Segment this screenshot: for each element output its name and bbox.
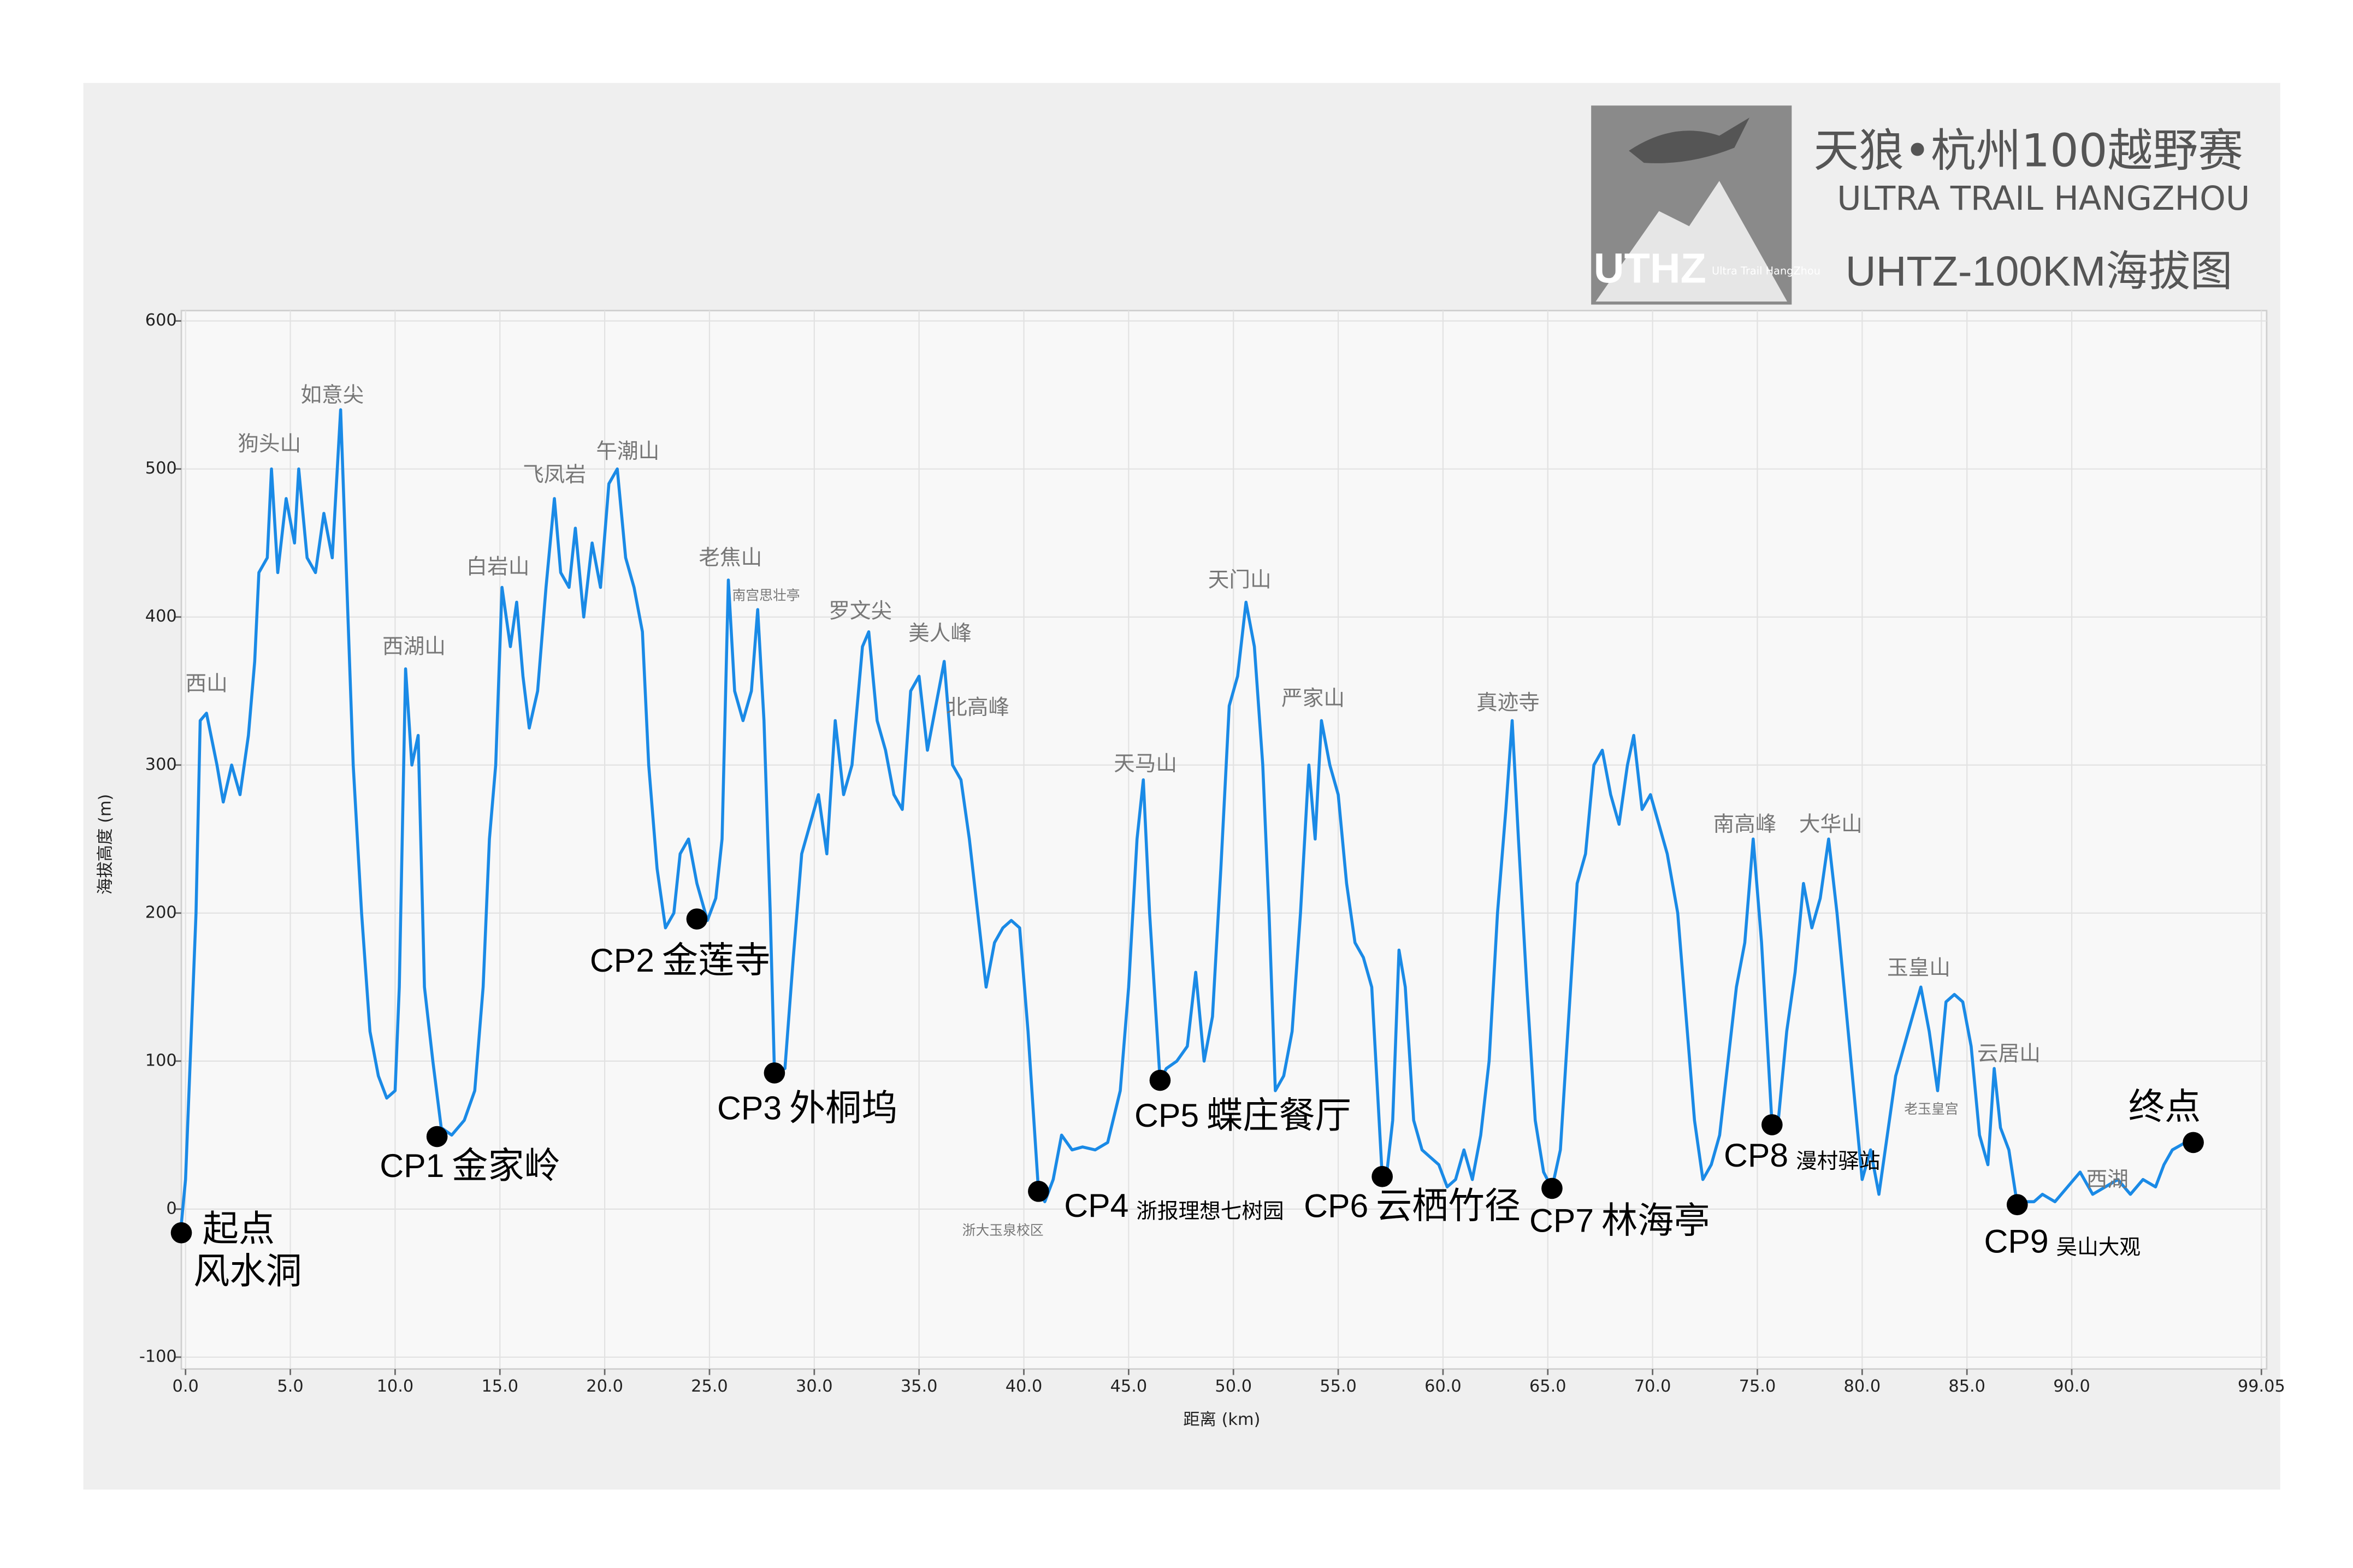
checkpoint-dot (1371, 1165, 1393, 1187)
peak-label: 狗头山 (238, 431, 301, 456)
checkpoint-dot (1541, 1178, 1563, 1199)
peak-label: 大华山 (1799, 812, 1863, 837)
checkpoint-code: CP5 (1134, 1097, 1199, 1134)
checkpoint-dot (686, 908, 708, 930)
peak-label: 浙大玉泉校区 (962, 1222, 1044, 1238)
peak-label: 严家山 (1281, 687, 1345, 711)
x-tick-label: 0.0 (173, 1377, 199, 1396)
peak-label: 南高峰 (1713, 812, 1777, 837)
y-tick-label: 300 (145, 755, 177, 774)
checkpoint-place: 风水洞 (193, 1250, 302, 1292)
y-axis-label: 海拔高度 (m) (96, 794, 115, 895)
y-tick-label: 0 (166, 1199, 176, 1218)
peak-label: 云居山 (1977, 1042, 2041, 1066)
title: 天狼•杭州100越野赛 (1813, 125, 2243, 177)
checkpoint-place: 漫村驿站 (1796, 1149, 1881, 1174)
checkpoint-code: CP9 (1984, 1223, 2049, 1260)
x-tick-label: 35.0 (901, 1377, 938, 1396)
x-tick-label: 80.0 (1844, 1377, 1881, 1396)
x-tick-label: 50.0 (1215, 1377, 1252, 1396)
logo-tagline: Ultra Trail HangZhou (1712, 264, 1820, 277)
x-tick-label: 45.0 (1110, 1377, 1148, 1396)
checkpoint-code: 起点 (203, 1208, 275, 1250)
x-tick-label: 10.0 (377, 1377, 414, 1396)
peak-label: 罗文尖 (829, 599, 892, 624)
peak-label: 西山 (185, 671, 227, 696)
y-tick-label: 500 (145, 459, 177, 478)
checkpoint-place: 金家岭 (452, 1145, 560, 1187)
peak-label: 南宫思壮亭 (732, 587, 800, 603)
peak-label: 西湖山 (382, 635, 446, 659)
logo-wolf (1629, 117, 1750, 163)
peak-label: 真迹寺 (1476, 691, 1540, 715)
checkpoint-place: 云栖竹径 (1376, 1185, 1521, 1227)
checkpoint-code: CP7 (1529, 1202, 1594, 1239)
chart-title: UHTZ-100KM海拔图 (1846, 248, 2232, 295)
x-tick-label: 90.0 (2053, 1377, 2090, 1396)
logo-mountain (1595, 181, 1788, 302)
checkpoint-code: CP3 (717, 1090, 782, 1127)
checkpoint-code: CP8 (1724, 1137, 1788, 1174)
x-tick-label: 5.0 (277, 1377, 303, 1396)
checkpoint-dot (1028, 1181, 1049, 1202)
peak-label: 天门山 (1208, 568, 1272, 593)
checkpoint-dot (2183, 1132, 2204, 1153)
elevation-line (180, 408, 2194, 1224)
x-tick-label: 70.0 (1634, 1377, 1671, 1396)
peak-label: 午潮山 (596, 439, 659, 464)
peak-label: 天马山 (1114, 752, 1177, 776)
peak-label: 玉皇山 (1887, 956, 1950, 980)
checkpoint-code: CP2 (590, 942, 654, 979)
y-tick-label: 400 (145, 607, 177, 626)
logo: UTHZ Ultra Trail HangZhou (1591, 105, 1820, 305)
checkpoint-code: CP4 (1064, 1187, 1128, 1224)
checkpoint-place: 金莲寺 (662, 939, 771, 981)
checkpoint-place: 外桐坞 (789, 1087, 898, 1129)
checkpoint-code: 终点 (2129, 1086, 2201, 1128)
x-tick-label: 75.0 (1739, 1377, 1776, 1396)
x-tick-label: 40.0 (1006, 1377, 1043, 1396)
x-tick-label: 20.0 (586, 1377, 623, 1396)
x-tick-label: 60.0 (1424, 1377, 1462, 1396)
peak-label: 老玉皇宫 (1904, 1101, 1958, 1117)
checkpoint-dot (170, 1222, 192, 1244)
checkpoint-dot (426, 1126, 448, 1147)
x-tick-label: 65.0 (1529, 1377, 1566, 1396)
x-tick-label: 30.0 (796, 1377, 833, 1396)
logo-text: UTHZ (1594, 245, 1706, 292)
checkpoint-dot (764, 1062, 785, 1084)
checkpoint-code: CP6 (1304, 1187, 1368, 1224)
peak-label: 西湖 (2086, 1167, 2129, 1192)
peak-label: 如意尖 (300, 383, 364, 407)
checkpoint-dot (1761, 1114, 1783, 1135)
checkpoint-place: 林海亭 (1601, 1199, 1710, 1241)
y-tick-label: 100 (145, 1051, 177, 1070)
peak-label: 北高峰 (946, 695, 1009, 720)
x-tick-label: 99.05 (2238, 1377, 2285, 1396)
peak-label: 老焦山 (699, 546, 762, 570)
x-tick-label: 55.0 (1320, 1377, 1357, 1396)
y-tick-label: 600 (145, 311, 177, 330)
checkpoint-dot (2006, 1194, 2028, 1216)
peak-label: 美人峰 (908, 621, 972, 646)
y-tick-label: 200 (145, 903, 177, 922)
x-tick-label: 85.0 (1948, 1377, 1985, 1396)
x-tick-label: 25.0 (691, 1377, 728, 1396)
checkpoint-place: 蝶庄餐厅 (1207, 1094, 1351, 1137)
subtitle: ULTRA TRAIL HANGZHOU (1837, 180, 2250, 218)
checkpoint-dot (1149, 1069, 1171, 1091)
peak-label: 白岩山 (466, 554, 529, 579)
x-axis-label: 距离 (km) (1183, 1410, 1260, 1429)
x-tick-label: 15.0 (481, 1377, 518, 1396)
peak-label: 飞凤岩 (523, 463, 586, 487)
y-tick-label: -100 (139, 1347, 177, 1366)
checkpoint-code: CP1 (380, 1147, 444, 1184)
checkpoint-place: 吴山大观 (2056, 1235, 2141, 1259)
plot-area (180, 310, 2268, 1370)
checkpoint-place: 浙报理想七树园 (1136, 1199, 1284, 1224)
